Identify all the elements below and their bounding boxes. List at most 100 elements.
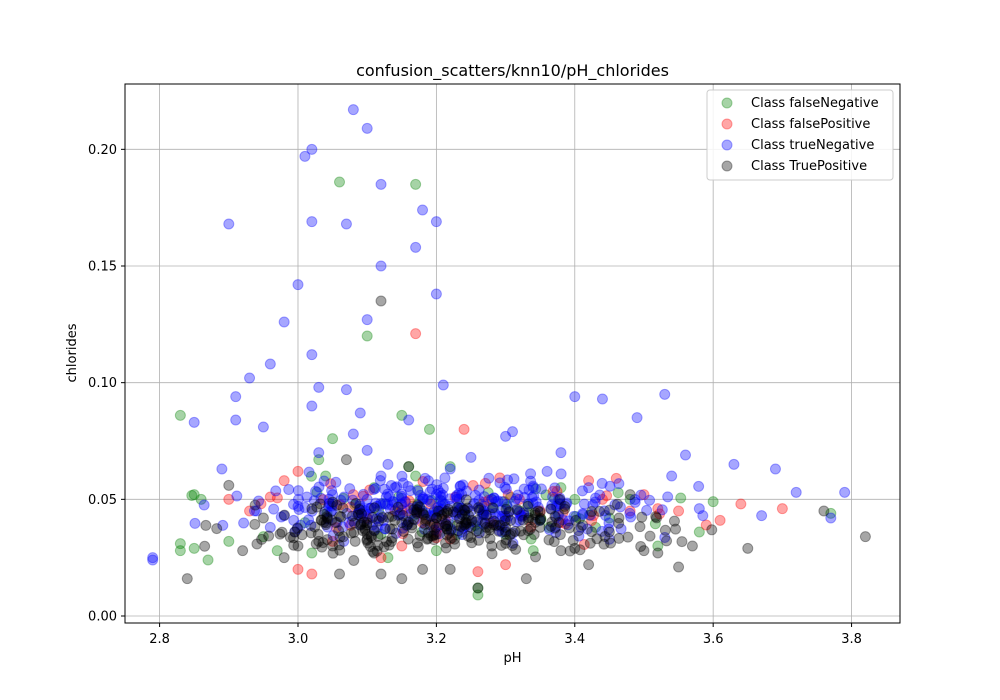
data-point — [292, 485, 304, 497]
data-point — [569, 542, 581, 554]
data-point — [411, 537, 423, 549]
data-point — [456, 529, 468, 541]
data-point — [278, 316, 290, 328]
data-point — [338, 492, 350, 504]
data-point — [430, 532, 442, 544]
data-point — [308, 495, 320, 507]
data-point — [670, 523, 682, 535]
data-point — [417, 492, 429, 504]
data-point — [583, 482, 595, 494]
data-point — [502, 489, 514, 501]
data-point — [305, 519, 317, 531]
data-point — [257, 421, 269, 433]
data-point — [316, 514, 328, 526]
data-point — [310, 538, 322, 550]
data-point — [700, 519, 712, 531]
data-point — [375, 528, 387, 540]
data-point — [509, 495, 521, 507]
data-point — [555, 447, 567, 459]
data-point — [386, 535, 398, 547]
data-point — [433, 505, 445, 517]
data-point — [306, 568, 318, 580]
data-point — [349, 535, 361, 547]
data-point — [532, 501, 544, 513]
data-point — [466, 514, 478, 526]
data-point — [414, 530, 426, 542]
data-point — [264, 358, 276, 370]
data-point — [518, 483, 530, 495]
data-point — [693, 526, 705, 538]
data-point — [478, 500, 490, 512]
series-0 — [174, 176, 837, 601]
data-point — [615, 523, 627, 535]
data-point — [378, 541, 390, 553]
data-point — [728, 458, 740, 470]
data-point — [419, 472, 431, 484]
data-point — [359, 523, 371, 535]
data-point — [411, 501, 423, 513]
data-point — [422, 532, 434, 544]
data-point — [590, 521, 602, 533]
data-point — [270, 485, 282, 497]
data-point — [431, 512, 443, 524]
data-point — [439, 472, 451, 484]
data-point — [326, 505, 338, 517]
data-point — [555, 468, 567, 480]
data-point — [375, 552, 387, 564]
data-point — [525, 468, 537, 480]
data-point — [518, 507, 530, 519]
data-point — [478, 509, 490, 521]
data-point — [482, 487, 494, 499]
data-point — [340, 454, 352, 466]
data-point — [454, 502, 466, 514]
data-point — [375, 260, 387, 272]
data-point — [631, 412, 643, 424]
data-point — [444, 463, 456, 475]
data-point — [359, 524, 371, 536]
data-point — [405, 508, 417, 520]
data-point — [322, 513, 334, 525]
data-point — [644, 530, 656, 542]
x-tick-label: 3.2 — [426, 632, 447, 647]
data-point — [368, 524, 380, 536]
data-point — [493, 520, 505, 532]
data-point — [500, 483, 512, 495]
data-point — [429, 518, 441, 530]
data-point — [412, 485, 424, 497]
data-point — [523, 507, 535, 519]
y-axis-ticks: 0.00 0.05 0.10 0.15 0.20 — [88, 143, 125, 625]
data-point — [314, 498, 326, 510]
data-point — [529, 509, 541, 521]
data-point — [456, 502, 468, 514]
data-point — [430, 545, 442, 557]
data-point — [244, 505, 256, 517]
data-point — [484, 508, 496, 520]
data-point — [237, 545, 249, 557]
data-point — [570, 511, 582, 523]
data-point — [686, 540, 698, 552]
data-point — [444, 500, 456, 512]
data-point — [410, 504, 422, 516]
data-point — [499, 511, 511, 523]
data-point — [416, 526, 428, 538]
data-point — [513, 506, 525, 518]
data-point — [486, 493, 498, 505]
data-point — [414, 489, 426, 501]
data-point — [313, 535, 325, 547]
data-point — [460, 514, 472, 526]
data-point — [679, 449, 691, 461]
data-point — [264, 521, 276, 533]
data-point — [444, 533, 456, 545]
data-point — [635, 489, 647, 501]
data-point — [223, 218, 235, 230]
data-point — [554, 492, 566, 504]
data-point — [301, 491, 313, 503]
data-point — [494, 477, 506, 489]
data-point — [596, 393, 608, 405]
data-point — [496, 526, 508, 538]
data-point — [306, 349, 318, 361]
data-point — [612, 487, 624, 499]
data-point — [382, 458, 394, 470]
data-point — [352, 509, 364, 521]
data-point — [313, 481, 325, 493]
